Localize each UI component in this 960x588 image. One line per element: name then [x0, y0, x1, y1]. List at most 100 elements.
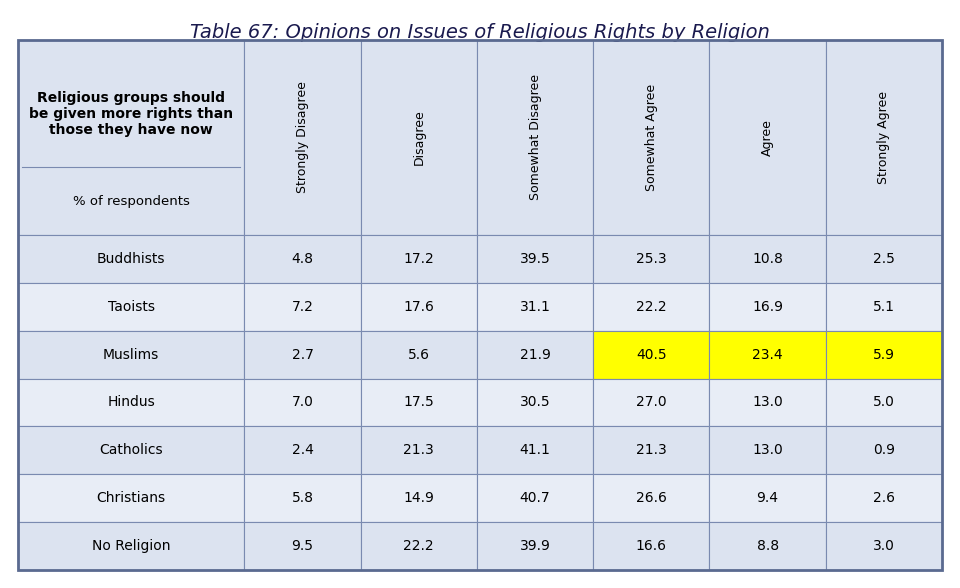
Bar [245, 426, 361, 475]
Bar [18, 426, 245, 475]
Bar [477, 235, 593, 283]
Text: Muslims: Muslims [103, 348, 159, 362]
Bar [245, 379, 361, 426]
Text: Somewhat Disagree: Somewhat Disagree [529, 75, 541, 201]
Text: 17.2: 17.2 [403, 252, 434, 266]
Bar [245, 522, 361, 570]
Bar [477, 379, 593, 426]
Text: 40.5: 40.5 [636, 348, 666, 362]
Bar [593, 379, 709, 426]
Bar [361, 40, 477, 235]
Text: 40.7: 40.7 [519, 491, 550, 505]
Text: 13.0: 13.0 [753, 396, 783, 409]
Bar [593, 40, 709, 235]
Text: 13.0: 13.0 [753, 443, 783, 457]
Text: Taoists: Taoists [108, 300, 155, 314]
Text: Disagree: Disagree [412, 109, 425, 165]
Text: 0.9: 0.9 [873, 443, 895, 457]
Text: 41.1: 41.1 [519, 443, 550, 457]
Bar [593, 235, 709, 283]
Bar [361, 283, 477, 330]
Text: Buddhists: Buddhists [97, 252, 165, 266]
Text: 17.5: 17.5 [403, 396, 434, 409]
Text: 2.7: 2.7 [292, 348, 314, 362]
Text: 22.2: 22.2 [403, 539, 434, 553]
Text: Christians: Christians [97, 491, 166, 505]
Text: 21.3: 21.3 [636, 443, 666, 457]
Bar [826, 522, 942, 570]
Text: 2.6: 2.6 [873, 491, 895, 505]
Text: 5.0: 5.0 [873, 396, 895, 409]
Bar [826, 379, 942, 426]
Bar [18, 235, 245, 283]
Text: 16.6: 16.6 [636, 539, 667, 553]
Bar [709, 426, 826, 475]
Bar [245, 475, 361, 522]
Bar [18, 379, 245, 426]
Bar [593, 475, 709, 522]
Text: 4.8: 4.8 [292, 252, 314, 266]
Text: 5.9: 5.9 [873, 348, 895, 362]
Text: 17.6: 17.6 [403, 300, 434, 314]
Text: 25.3: 25.3 [636, 252, 666, 266]
Bar [709, 330, 826, 379]
Bar [593, 426, 709, 475]
Bar [826, 475, 942, 522]
Text: 27.0: 27.0 [636, 396, 666, 409]
Bar [245, 40, 361, 235]
Bar [245, 283, 361, 330]
Text: 16.9: 16.9 [752, 300, 783, 314]
Text: 23.4: 23.4 [753, 348, 783, 362]
Text: 7.0: 7.0 [292, 396, 314, 409]
Bar [477, 522, 593, 570]
Bar [361, 235, 477, 283]
Bar [477, 40, 593, 235]
Text: Table 67: Opinions on Issues of Religious Rights by Religion: Table 67: Opinions on Issues of Religiou… [190, 23, 770, 42]
Text: 30.5: 30.5 [519, 396, 550, 409]
Bar [361, 522, 477, 570]
Text: 2.4: 2.4 [292, 443, 314, 457]
Bar [18, 40, 245, 235]
Text: Religious groups should
be given more rights than
those they have now: Religious groups should be given more ri… [29, 91, 233, 138]
Text: 5.6: 5.6 [408, 348, 430, 362]
Text: 2.5: 2.5 [873, 252, 895, 266]
Text: 22.2: 22.2 [636, 300, 666, 314]
Bar [361, 379, 477, 426]
Bar [18, 522, 245, 570]
Text: 9.5: 9.5 [292, 539, 314, 553]
Text: Somewhat Agree: Somewhat Agree [645, 84, 658, 191]
Bar [245, 235, 361, 283]
Bar [709, 475, 826, 522]
Bar [593, 330, 709, 379]
Bar [18, 330, 245, 379]
Text: % of respondents: % of respondents [73, 195, 190, 208]
Point [16, 163, 28, 171]
Text: 10.8: 10.8 [752, 252, 783, 266]
Text: Hindus: Hindus [108, 396, 156, 409]
Bar [477, 330, 593, 379]
Text: 21.3: 21.3 [403, 443, 434, 457]
Bar [826, 426, 942, 475]
Bar [361, 426, 477, 475]
Bar [826, 235, 942, 283]
Bar [18, 475, 245, 522]
Point [234, 163, 246, 171]
Bar [826, 330, 942, 379]
Text: 8.8: 8.8 [756, 539, 779, 553]
Text: 39.5: 39.5 [519, 252, 550, 266]
Bar [477, 426, 593, 475]
Text: 9.4: 9.4 [756, 491, 779, 505]
Text: Strongly Agree: Strongly Agree [877, 91, 890, 184]
Text: 26.6: 26.6 [636, 491, 667, 505]
Text: No Religion: No Religion [92, 539, 171, 553]
Bar [709, 522, 826, 570]
Text: 39.9: 39.9 [519, 539, 550, 553]
Text: 31.1: 31.1 [519, 300, 550, 314]
Bar [593, 522, 709, 570]
Bar [709, 283, 826, 330]
Bar [361, 475, 477, 522]
Text: Strongly Disagree: Strongly Disagree [296, 82, 309, 193]
Bar [477, 475, 593, 522]
Bar [18, 283, 245, 330]
Bar [361, 330, 477, 379]
